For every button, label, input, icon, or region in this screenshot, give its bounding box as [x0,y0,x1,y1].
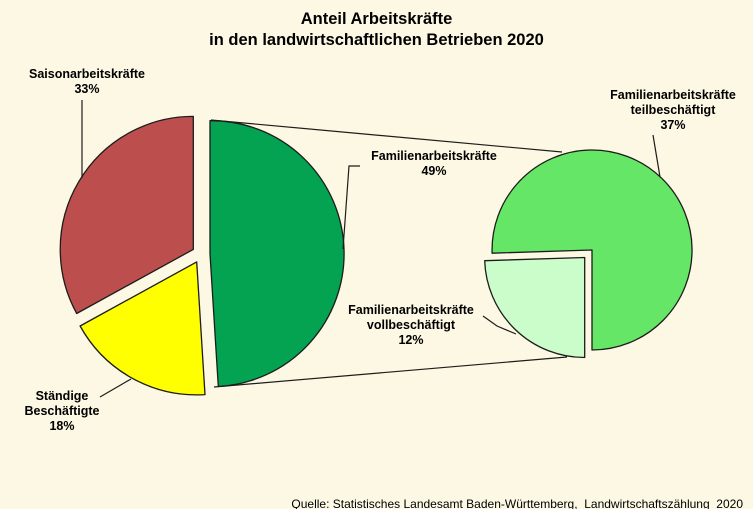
label-saisonarbeitskraefte: Saisonarbeitskräfte 33% [6,67,168,97]
label-pct: 33% [74,82,100,96]
chart-title: Anteil Arbeitskräfte in den landwirtscha… [0,9,753,51]
pie-slice-familienarbeitskraefte-teilbeschaeftigt [491,149,693,351]
pie-slice-saisonarbeitskraefte [59,115,194,315]
label-pct: 37% [660,118,686,132]
label-text: Familienarbeitskräfte [371,149,497,163]
label-familienarbeitskraefte: Familienarbeitskräfte 49% [353,149,515,179]
pie-slice-staendige-beschaeftigte [79,261,206,396]
leader-familienarbeitskraefte [342,165,360,250]
source-line: Quelle: Statistisches Landesamt Baden-Wü… [291,497,743,509]
label-text: vollbeschäftigt [366,318,456,332]
label-text: Saisonarbeitskräfte [28,67,146,81]
chart-title-line2: in den landwirtschaftlichen Betrieben 20… [209,31,544,49]
label-text: Beschäftigte [24,404,100,418]
label-text: Familienarbeitskräfte [348,303,474,317]
chart-title-line1: Anteil Arbeitskräfte [300,10,453,28]
pie-slice-familienarbeitskraefte-vollbeschaeftigt [484,256,586,359]
label-text: Familienarbeitskräfte [610,88,736,102]
leader-vollbeschaeftigt [482,315,517,335]
leader-staendige-beschaeftigte [99,378,132,398]
source-note: Quelle: Statistisches Landesamt Baden-Wü… [291,468,743,509]
pie-slice-familienarbeitskraefte [209,120,345,388]
label-pct: 49% [421,164,447,178]
label-text: Ständige [35,389,89,403]
label-staendige-beschaeftigte: Ständige Beschäftigte 18% [0,389,124,434]
label-pct: 12% [398,333,424,347]
label-pct: 18% [49,419,75,433]
label-text: teilbeschäftigt [630,103,716,117]
label-familienarbeitskraefte-teilbeschaeftigt: Familienarbeitskräfte teilbeschäftigt 37… [592,88,753,133]
label-familienarbeitskraefte-vollbeschaeftigt: Familienarbeitskräfte vollbeschäftigt 12… [330,303,492,348]
series-connector-line-1 [210,119,563,153]
leader-teilbeschaeftigt [652,134,661,178]
series-connector-line-2 [213,356,568,388]
